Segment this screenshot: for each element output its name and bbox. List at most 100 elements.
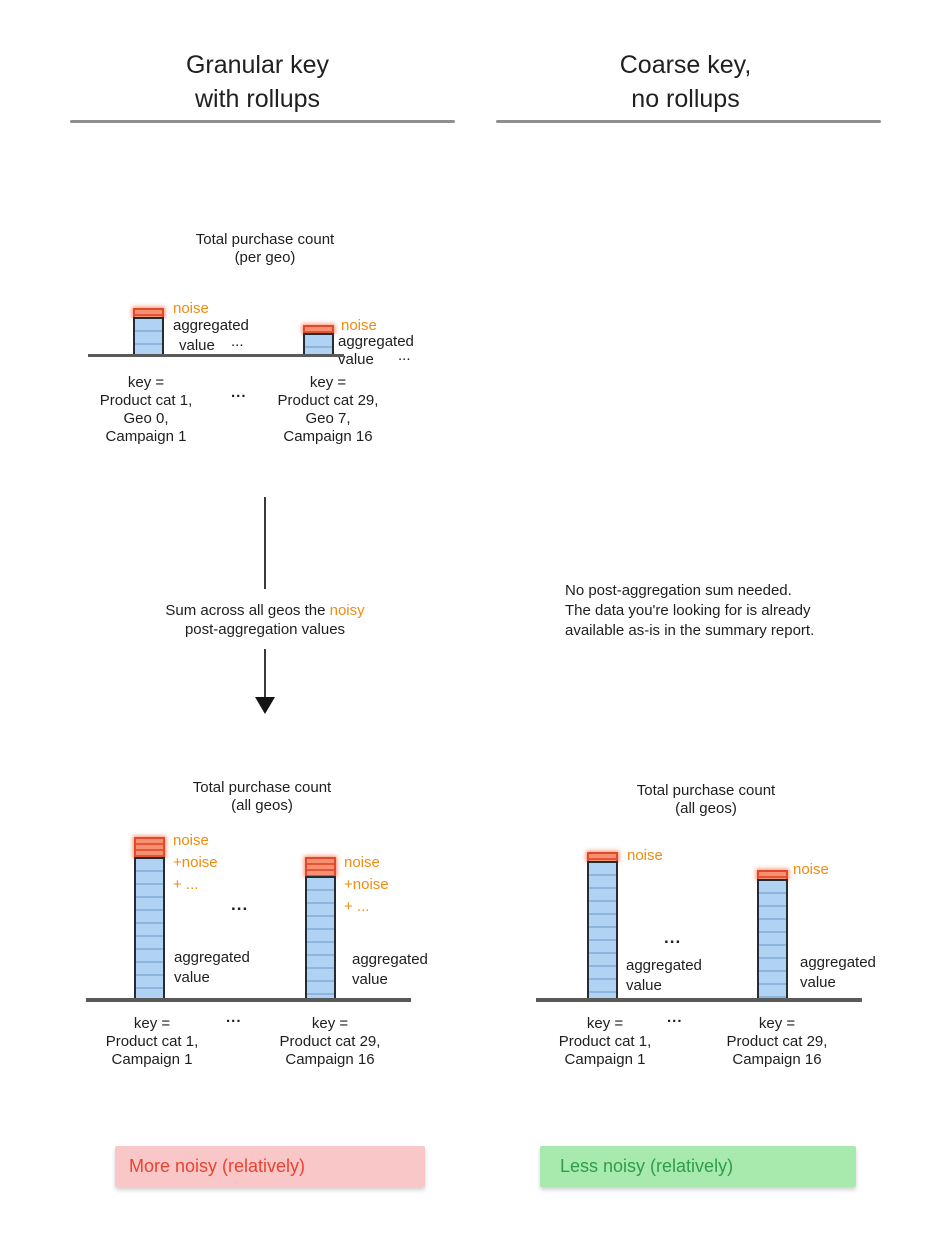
br-bar1-noise: noise [627, 847, 663, 864]
key-line: key = [309, 374, 347, 391]
right-column-note: No post-aggregation sum needed. The data… [565, 581, 905, 641]
arrow-stem-bottom [264, 649, 266, 699]
br-bar2-noise: noise [793, 861, 829, 878]
key-line: key = [586, 1015, 624, 1032]
bl-bar2-noise3: + ... [344, 898, 370, 915]
note-line: available as-is in the summary report. [565, 622, 815, 639]
top-bar2-value-label: value [338, 351, 374, 368]
arrow-caption-line2: post-aggregation values [184, 621, 346, 638]
bl-bar1-aggregated: aggregated [174, 949, 250, 966]
bottom-left-key-2: key = Product cat 29, Campaign 16 [247, 1015, 413, 1069]
arrow-head-icon [255, 697, 275, 714]
left-header-line1: Granular key [185, 51, 330, 79]
bottom-right-chart-axis [536, 998, 862, 1002]
key-line: Campaign 1 [111, 1051, 193, 1068]
arrow-stem-top [264, 497, 266, 589]
top-chart-axis [88, 354, 344, 357]
bl-bar1-noise1: noise [173, 832, 209, 849]
bl-bar2-value: value [352, 971, 388, 988]
key-line: key = [758, 1015, 796, 1032]
key-line: Product cat 1, [558, 1033, 652, 1050]
chart-title-line: (all geos) [231, 797, 293, 814]
top-bar1-dots: ... [231, 333, 244, 350]
right-header-line1: Coarse key, [619, 51, 752, 79]
note-line: No post-aggregation sum needed. [565, 582, 792, 599]
key-line: Campaign 16 [283, 428, 373, 445]
bottom-left-keys-dots: ... [226, 1009, 242, 1026]
chart-title-line: Total purchase count [192, 779, 332, 796]
top-bar2-aggregated-label: aggregated [338, 333, 414, 350]
bottom-right-chart-title: Total purchase count (all geos) [556, 782, 856, 818]
right-header-line2: no rollups [631, 85, 740, 113]
chart-title-line: Total purchase count [636, 782, 776, 799]
aggregated-segment [757, 879, 788, 1000]
key-line: Geo 7, [305, 410, 351, 427]
noise-segment [134, 837, 165, 857]
left-column-header: Granular key with rollups [60, 48, 455, 116]
left-header-line2: with rollups [194, 85, 321, 113]
key-line: Product cat 29, [279, 1033, 381, 1050]
top-keys-dots: ... [231, 384, 247, 401]
key-line: key = [133, 1015, 171, 1032]
bottom-right-key-2: key = Product cat 29, Campaign 16 [694, 1015, 860, 1069]
less-noisy-badge: Less noisy (relatively) [540, 1146, 856, 1187]
top-key-1: key = Product cat 1, Geo 0, Campaign 1 [63, 374, 229, 446]
arrow-caption-line1: Sum across all geos the noisy [110, 601, 420, 620]
bottom-left-bar-2 [305, 857, 336, 1000]
top-bar1-aggregated-label: aggregated [173, 317, 249, 334]
key-line: Product cat 1, [105, 1033, 199, 1050]
right-column-header: Coarse key, no rollups [488, 48, 883, 116]
br-bar1-value: value [626, 977, 662, 994]
key-line: Product cat 29, [277, 392, 379, 409]
aggregated-segment [305, 876, 336, 1000]
br-bar1-aggregated: aggregated [626, 957, 702, 974]
arrow-caption-noisy: noisy [329, 602, 365, 619]
br-bar2-aggregated: aggregated [800, 954, 876, 971]
bottom-right-bar-1 [587, 852, 618, 1000]
bottom-right-keys-dots: ... [667, 1009, 683, 1026]
bottom-left-chart-title: Total purchase count (all geos) [112, 779, 412, 815]
bottom-right-bar-2 [757, 870, 788, 1000]
key-line: Campaign 16 [732, 1051, 822, 1068]
bl-bar2-aggregated: aggregated [352, 951, 428, 968]
br-bar2-value: value [800, 974, 836, 991]
arrow-caption-plain: Sum across all geos the [165, 602, 330, 619]
bottom-right-mid-dots: ... [664, 928, 682, 947]
top-bar1-value-label: value [179, 337, 215, 354]
top-bar-1 [133, 308, 164, 356]
key-line: Product cat 29, [726, 1033, 828, 1050]
aggregated-segment [303, 333, 334, 356]
top-bar1-noise-label: noise [173, 300, 209, 317]
noise-segment [757, 870, 788, 879]
bl-bar2-noise1: noise [344, 854, 380, 871]
top-chart-title-line1: Total purchase count [195, 231, 335, 248]
more-noisy-badge: More noisy (relatively) [115, 1146, 425, 1187]
key-line: key = [127, 374, 165, 391]
bottom-left-key-1: key = Product cat 1, Campaign 1 [69, 1015, 235, 1069]
bottom-left-mid-dots: ... [231, 895, 249, 914]
bl-bar1-noise3: + ... [173, 876, 199, 893]
noise-segment [303, 325, 334, 333]
note-line: The data you're looking for is already [565, 602, 811, 619]
aggregated-segment [133, 317, 164, 356]
left-header-rule [70, 120, 455, 123]
noise-segment [305, 857, 336, 876]
bottom-left-chart-axis [86, 998, 411, 1002]
top-key-2: key = Product cat 29, Geo 7, Campaign 16 [245, 374, 411, 446]
noise-segment [133, 308, 164, 317]
bottom-right-key-1: key = Product cat 1, Campaign 1 [522, 1015, 688, 1069]
key-line: Campaign 1 [564, 1051, 646, 1068]
aggregated-segment [134, 857, 165, 1000]
top-bar-2 [303, 325, 334, 356]
bl-bar2-noise2: +noise [344, 876, 389, 893]
key-line: Product cat 1, [99, 392, 193, 409]
bl-bar1-value: value [174, 969, 210, 986]
top-bar2-dots: ... [398, 347, 411, 364]
bl-bar1-noise2: +noise [173, 854, 218, 871]
top-chart-title-line2: (per geo) [234, 249, 296, 266]
key-line: Campaign 16 [285, 1051, 375, 1068]
arrow-caption: Sum across all geos the noisy post-aggre… [110, 601, 420, 639]
chart-title-line: (all geos) [675, 800, 737, 817]
right-header-rule [496, 120, 881, 123]
